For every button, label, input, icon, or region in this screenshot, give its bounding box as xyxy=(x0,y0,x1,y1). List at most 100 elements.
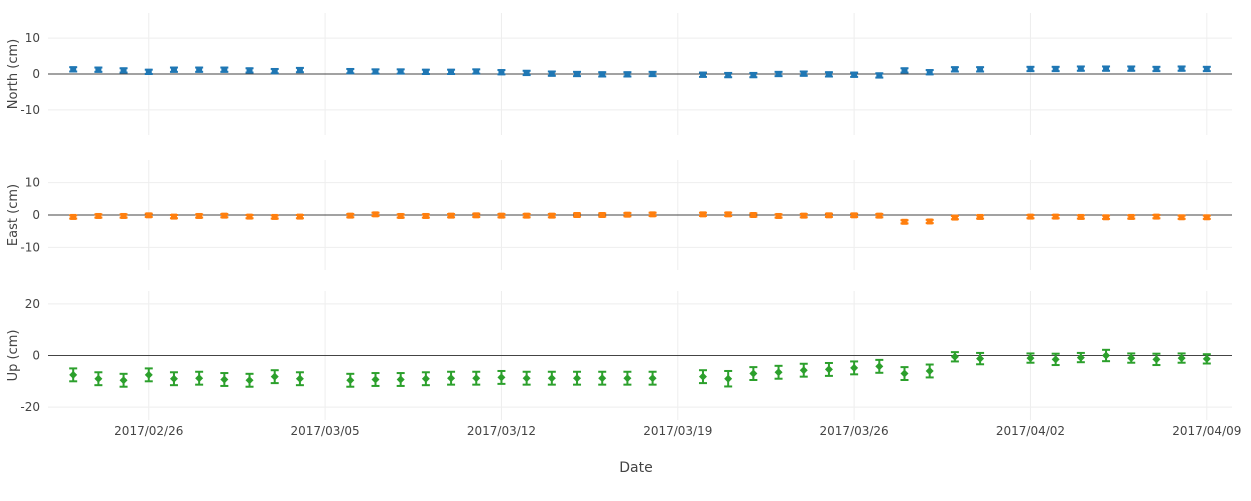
data-point xyxy=(824,361,833,377)
marks-layer xyxy=(69,65,1211,388)
point-marker xyxy=(120,67,127,74)
point-marker xyxy=(1128,65,1135,72)
point-marker xyxy=(876,72,883,79)
y-tick-label: -10 xyxy=(20,240,40,254)
point-marker xyxy=(523,212,530,219)
point-marker xyxy=(951,66,958,73)
point-marker xyxy=(523,69,530,76)
data-point xyxy=(900,67,909,74)
x-tick-label: 2017/03/12 xyxy=(467,424,536,438)
point-marker xyxy=(648,374,657,383)
point-marker xyxy=(347,212,354,219)
data-point xyxy=(547,70,556,77)
data-point xyxy=(573,212,582,218)
point-marker xyxy=(422,212,429,219)
point-marker xyxy=(950,352,959,361)
point-marker xyxy=(1103,214,1110,221)
point-marker xyxy=(851,71,858,78)
point-marker xyxy=(825,212,832,219)
data-point xyxy=(976,213,985,220)
data-point xyxy=(119,212,128,219)
data-point xyxy=(976,66,985,73)
point-marker xyxy=(800,70,807,77)
y-tick-label: 0 xyxy=(32,67,40,81)
point-marker xyxy=(1027,65,1034,72)
data-point xyxy=(850,71,859,78)
data-point xyxy=(421,371,430,387)
data-point xyxy=(497,69,506,76)
y-tick-label: -20 xyxy=(20,400,40,414)
zero-line-layer xyxy=(48,73,1232,356)
point-marker xyxy=(649,71,656,77)
data-point xyxy=(144,212,153,219)
data-point xyxy=(1127,352,1136,364)
point-marker xyxy=(196,212,203,219)
data-point xyxy=(573,370,582,386)
point-marker xyxy=(1103,65,1110,72)
point-marker xyxy=(649,211,656,218)
point-marker xyxy=(1052,65,1059,72)
point-marker xyxy=(1152,355,1161,364)
y-tick-label: -10 xyxy=(20,103,40,117)
point-marker xyxy=(347,68,354,75)
data-point xyxy=(245,67,254,74)
point-marker xyxy=(548,212,555,219)
data-point xyxy=(799,362,808,378)
point-marker xyxy=(599,212,606,218)
point-marker xyxy=(472,374,481,383)
data-point xyxy=(169,371,178,387)
data-point xyxy=(950,214,959,221)
point-marker xyxy=(473,68,480,75)
data-point xyxy=(472,212,481,219)
point-marker xyxy=(270,372,279,381)
point-marker xyxy=(145,212,152,219)
data-point xyxy=(749,212,758,218)
data-point xyxy=(270,67,279,75)
point-marker xyxy=(698,372,707,381)
point-marker xyxy=(169,374,178,383)
point-marker xyxy=(271,68,278,75)
data-point xyxy=(245,213,254,220)
point-marker xyxy=(1026,354,1035,363)
data-point xyxy=(295,66,304,74)
data-point xyxy=(522,69,531,77)
data-point xyxy=(69,213,78,220)
data-point xyxy=(270,213,279,220)
data-point xyxy=(698,369,707,385)
point-marker xyxy=(1178,65,1185,72)
y-tick-label: 0 xyxy=(32,208,40,222)
point-marker xyxy=(1077,65,1084,72)
point-marker xyxy=(977,66,984,73)
data-point xyxy=(472,68,481,75)
data-point xyxy=(547,370,556,386)
data-point xyxy=(648,211,657,218)
y-tick-label: 20 xyxy=(25,297,40,311)
data-point xyxy=(749,366,758,382)
data-point xyxy=(1202,214,1211,221)
data-point xyxy=(1102,348,1111,363)
point-marker xyxy=(246,213,253,220)
data-point xyxy=(1051,213,1060,220)
data-point xyxy=(447,370,456,386)
y-axis-title: North (cm) xyxy=(6,39,21,109)
point-marker xyxy=(422,68,429,75)
data-point xyxy=(396,372,405,387)
data-point xyxy=(522,370,531,386)
point-marker xyxy=(750,72,757,79)
point-marker xyxy=(876,212,883,219)
y-tick-label: 10 xyxy=(25,31,40,45)
point-marker xyxy=(850,363,859,372)
data-point xyxy=(573,70,582,78)
point-marker xyxy=(900,369,909,378)
data-point xyxy=(1177,214,1186,221)
data-point xyxy=(1026,352,1035,364)
data-point xyxy=(749,71,758,79)
data-point xyxy=(850,360,859,376)
point-marker xyxy=(800,212,807,219)
point-marker xyxy=(196,66,203,73)
point-marker xyxy=(95,66,102,73)
data-point xyxy=(598,71,607,78)
data-point xyxy=(69,66,78,73)
point-marker xyxy=(1102,351,1111,360)
data-point xyxy=(371,68,380,75)
